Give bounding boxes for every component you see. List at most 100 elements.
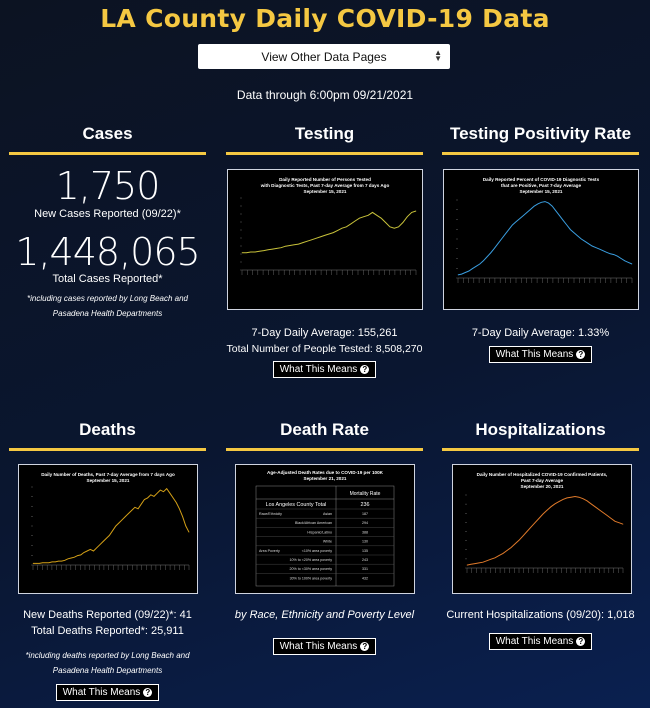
testing-point xyxy=(402,222,404,223)
positivity-point xyxy=(613,254,615,255)
hosp-point xyxy=(510,547,512,548)
positivity-point xyxy=(631,263,633,265)
positivity-point xyxy=(602,250,604,251)
hosp-point xyxy=(522,535,524,537)
btn-label: What This Means xyxy=(279,641,358,652)
rate-title-2: September 21, 2021 xyxy=(304,476,347,481)
testing-what-button[interactable]: What This Means? xyxy=(272,361,377,378)
deaths-point xyxy=(182,516,183,517)
testing-point xyxy=(407,216,408,217)
rate-row-group: Race/Ethnicity xyxy=(259,512,282,516)
testing-point xyxy=(289,245,291,246)
rate-total-label: Los Angeles County Total xyxy=(266,502,327,508)
deaths-point xyxy=(128,513,129,514)
positivity-what-button[interactable]: What This Means? xyxy=(488,346,593,363)
hosp-point xyxy=(614,521,616,522)
deaths-point xyxy=(169,492,171,494)
hosp-point xyxy=(546,510,548,511)
positivity-point xyxy=(519,218,520,219)
deaths-chart-title-2: September 15, 2021 xyxy=(87,478,130,483)
testing-point xyxy=(389,226,391,228)
death-rate-section: Death Rate xyxy=(226,420,423,451)
rate-row-label: Asian xyxy=(323,512,332,516)
positivity-point xyxy=(577,235,578,237)
testing-series-line xyxy=(242,210,417,254)
death-rate-what-button[interactable]: What This Means? xyxy=(272,638,377,655)
testing-point xyxy=(333,232,334,233)
positivity-point xyxy=(465,272,466,273)
deaths-point xyxy=(45,562,46,563)
death-rate-divider xyxy=(226,448,423,451)
deaths-what-button[interactable]: What This Means? xyxy=(55,684,160,701)
hosp-chart-title-1: Daily Number of Hospitalized COVID-19 Co… xyxy=(477,472,608,477)
hosp-series-line xyxy=(466,495,624,566)
rate-row-value: 331 xyxy=(362,567,368,571)
hosp-point xyxy=(474,563,476,564)
deaths-chart[interactable]: Daily Number of Deaths, Past 7-day Avera… xyxy=(18,464,198,594)
cases-section: Cases 1,750 New Cases Reported (09/22)* … xyxy=(9,124,206,321)
hosp-chart[interactable]: Daily Number of Hospitalized COVID-19 Co… xyxy=(452,464,632,594)
positivity-point xyxy=(559,215,560,216)
new-cases-label: New Cases Reported (09/22)* xyxy=(34,208,181,220)
rate-row-value: 294 xyxy=(362,521,368,525)
deaths-new: New Deaths Reported (09/22)*: 41 xyxy=(23,609,192,621)
positivity-point xyxy=(497,243,499,244)
deaths-point xyxy=(80,554,82,556)
rate-row-label: White xyxy=(323,540,332,544)
hosp-section: Hospitalizations xyxy=(442,420,639,451)
positivity-point xyxy=(504,234,506,235)
positivity-chart[interactable]: Daily Reported Percent of COVID-19 Diagn… xyxy=(443,169,639,310)
positivity-average: 7-Day Daily Average: 1.33% xyxy=(471,327,610,339)
positivity-point xyxy=(544,201,546,202)
deaths-point xyxy=(179,508,180,510)
positivity-point xyxy=(624,260,626,262)
positivity-point xyxy=(620,258,622,259)
rate-rows: Race/Ethnicity Asian 187 Black/African Amer… xyxy=(256,508,394,580)
deaths-point xyxy=(147,497,148,499)
deaths-point xyxy=(32,563,34,564)
deaths-point xyxy=(166,488,167,489)
testing-point xyxy=(359,217,360,219)
hosp-chart-svg: Daily Number of Hospitalized COVID-19 Co… xyxy=(465,472,624,573)
hosp-point xyxy=(518,540,520,541)
hosp-chart-title-2: Past 7-day Average xyxy=(521,478,563,483)
hosp-divider xyxy=(442,448,639,451)
hosp-what-button[interactable]: What This Means? xyxy=(488,633,593,650)
hosp-point xyxy=(502,553,504,554)
positivity-point xyxy=(555,210,557,212)
page-title: LA County Daily COVID-19 Data xyxy=(100,4,550,33)
hosp-point xyxy=(506,550,508,551)
deaths-point xyxy=(77,555,78,556)
total-cases-value: 1,448,065 xyxy=(15,230,200,274)
testing-chart-title-3: September 15, 2021 xyxy=(304,189,347,194)
positivity-divider xyxy=(442,152,639,155)
deaths-divider xyxy=(9,448,206,451)
hosp-heading: Hospitalizations xyxy=(475,420,606,439)
positivity-point xyxy=(479,263,481,265)
testing-point xyxy=(293,244,295,246)
rate-row-label: 20% to <30% area poverty xyxy=(290,567,333,571)
data-pages-select[interactable]: View Other Data Pages ▲ ▼ xyxy=(198,44,450,69)
positivity-heading: Testing Positivity Rate xyxy=(449,124,632,143)
rate-row-label: 10% to <20% area poverty xyxy=(290,558,333,562)
deaths-section: Deaths xyxy=(9,420,206,451)
testing-point xyxy=(394,227,395,229)
deaths-point xyxy=(121,519,123,521)
deaths-total: Total Deaths Reported*: 25,911 xyxy=(31,625,184,637)
hosp-point xyxy=(494,557,496,559)
deaths-point xyxy=(176,502,177,503)
positivity-point xyxy=(508,229,510,230)
hosp-point xyxy=(582,498,584,499)
death-rate-table-image[interactable]: Age-Adjusted Death Rates due to COVID-19… xyxy=(235,464,415,594)
deaths-point xyxy=(86,550,88,552)
deaths-point xyxy=(172,497,174,499)
rate-row-value: 388 xyxy=(362,530,368,534)
rate-row-value: 243 xyxy=(362,558,368,562)
testing-chart-title-2: with Diagnostic Tests, Past 7-day Averag… xyxy=(260,183,390,188)
hosp-point xyxy=(594,506,596,507)
testing-point xyxy=(341,227,343,229)
testing-point xyxy=(372,212,373,213)
testing-chart[interactable]: Daily Reported Number of Persons Tested … xyxy=(227,169,423,310)
hosp-point xyxy=(470,564,472,565)
rate-row-value: 135 xyxy=(362,549,368,553)
